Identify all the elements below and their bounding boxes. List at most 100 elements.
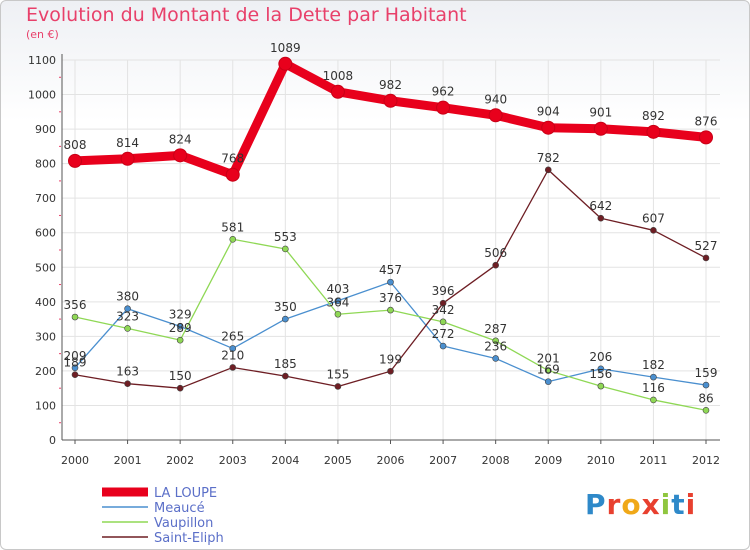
data-label: 159 — [695, 366, 718, 380]
data-point — [492, 337, 499, 345]
data-label: 210 — [221, 348, 244, 362]
data-point — [597, 382, 605, 390]
data-label: 396 — [432, 284, 455, 298]
data-label: 553 — [274, 230, 297, 244]
data-point — [383, 93, 398, 108]
data-label: 199 — [379, 352, 402, 366]
data-point — [702, 254, 710, 262]
logo-letter: o — [621, 488, 642, 521]
data-point — [439, 342, 447, 350]
data-point — [439, 318, 447, 326]
data-point — [176, 323, 184, 330]
data-point — [436, 100, 451, 115]
x-tick-label: 2005 — [324, 454, 352, 467]
data-label: 808 — [64, 138, 87, 152]
data-label: 824 — [169, 132, 192, 146]
data-point — [646, 124, 661, 139]
logo-letter: i — [685, 488, 697, 521]
grid — [62, 59, 720, 441]
data-label: 163 — [116, 365, 139, 379]
y-tick-label: 300 — [35, 330, 56, 343]
data-point — [173, 148, 188, 163]
x-tick-label: 2000 — [61, 454, 89, 467]
data-point — [282, 372, 289, 380]
data-point — [544, 367, 552, 374]
data-point — [229, 364, 237, 371]
data-label: 236 — [484, 339, 507, 353]
y-tick-label: 100 — [35, 399, 56, 412]
chart-subtitle: (en €) — [26, 28, 59, 41]
data-label: 457 — [379, 263, 402, 277]
data-label: 506 — [484, 246, 507, 260]
data-label: 962 — [432, 85, 455, 99]
data-point — [387, 278, 394, 286]
data-label: 201 — [537, 352, 560, 366]
y-tick-label: 500 — [35, 261, 56, 274]
data-labels: 808 814 824 768 1089 1008 982 962 940 904 901 892 87… — [64, 41, 718, 405]
data-point — [334, 383, 342, 390]
data-point — [387, 306, 394, 314]
x-tick-label: 2006 — [377, 454, 405, 467]
data-label: 206 — [589, 350, 612, 364]
data-point — [650, 373, 657, 381]
x-tick-label: 2007 — [429, 454, 457, 467]
data-label: 150 — [169, 369, 192, 383]
data-label: 209 — [64, 349, 87, 363]
x-tick-label: 2003 — [219, 454, 247, 467]
data-label: 169 — [537, 363, 560, 377]
data-point — [650, 396, 657, 404]
data-point — [330, 84, 345, 99]
x-tick-label: 2002 — [166, 454, 194, 467]
data-label: 155 — [326, 367, 349, 381]
data-point — [176, 384, 184, 392]
data-point — [387, 367, 394, 375]
data-label: 581 — [221, 220, 244, 234]
legend-label: Meaucé — [154, 501, 205, 516]
data-label: 892 — [642, 109, 665, 123]
logo-letter: x — [641, 488, 661, 521]
data-point — [124, 305, 131, 313]
y-tick-label: 600 — [35, 227, 56, 240]
data-point — [597, 214, 605, 222]
data-label: 1089 — [270, 41, 301, 55]
data-label: 940 — [484, 92, 507, 106]
data-label: 642 — [589, 199, 612, 213]
data-label: 782 — [537, 151, 560, 165]
series-layer — [68, 56, 713, 414]
legend-label: Saint-Eliph — [154, 531, 224, 546]
x-tick-label: 2012 — [692, 454, 720, 467]
data-label: 342 — [432, 303, 455, 317]
data-point — [593, 121, 608, 136]
data-point — [278, 56, 293, 71]
data-point — [120, 151, 135, 166]
data-label: 527 — [695, 239, 718, 253]
data-label: 768 — [221, 152, 244, 166]
x-tick-label: 2009 — [534, 454, 562, 467]
data-label: 189 — [64, 356, 87, 370]
data-point — [71, 364, 79, 372]
data-label: 86 — [698, 391, 713, 405]
data-point — [544, 166, 552, 174]
data-label: 376 — [379, 291, 402, 305]
logo-letter: r — [606, 488, 622, 521]
data-point — [492, 261, 499, 269]
x-tick-label: 2011 — [639, 454, 667, 467]
data-label: 116 — [642, 381, 665, 395]
data-label: 607 — [642, 211, 665, 225]
data-label: 287 — [484, 322, 507, 336]
logo-letter: i — [660, 488, 672, 521]
data-label: 901 — [589, 106, 612, 120]
data-label: 403 — [326, 282, 349, 296]
data-point — [702, 381, 710, 389]
data-point — [282, 245, 289, 253]
legend-label: Vaupillon — [154, 516, 213, 531]
logo-letter: t — [671, 488, 686, 521]
x-tick-label: 2004 — [271, 454, 299, 467]
y-tick-label: 800 — [35, 158, 56, 171]
logo-letter: P — [585, 488, 607, 521]
data-point — [488, 108, 503, 123]
y-tick-label: 0 — [49, 434, 56, 447]
data-point — [334, 310, 342, 318]
